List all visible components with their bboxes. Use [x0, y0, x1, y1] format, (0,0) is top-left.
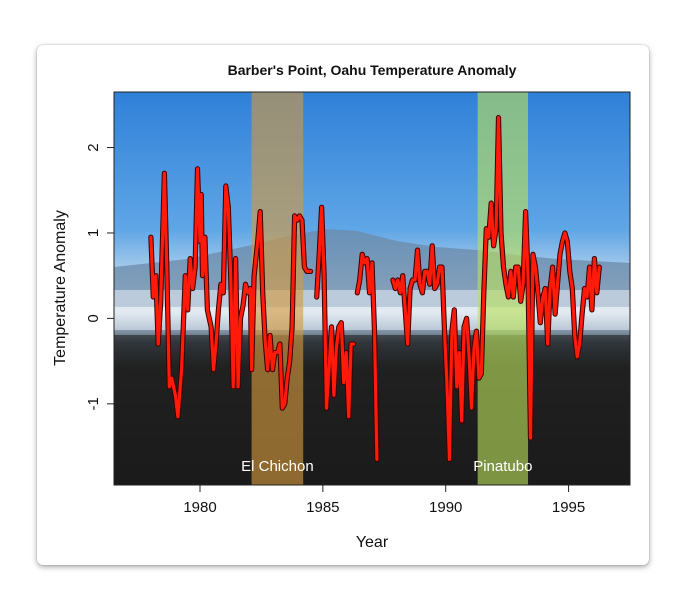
event-label-1: Pinatubo: [473, 458, 532, 475]
series-line-0-3: [391, 115, 601, 461]
x-tick-label-2: 1990: [429, 499, 462, 516]
series-line-0-2: [355, 252, 379, 461]
x-tick-label-3: 1995: [552, 499, 585, 516]
series-line-0-0: [149, 167, 313, 419]
y-axis: -1 0 1 2: [85, 143, 114, 411]
event-labels: El Chichon Pinatubo: [241, 458, 532, 475]
x-axis-label: Year: [356, 534, 389, 551]
y-axis-label: Temperature Anomaly: [52, 210, 69, 366]
y-tick-label-0: -1: [85, 397, 102, 410]
series-line-0-1: [315, 205, 356, 419]
y-tick-label-2: 1: [85, 229, 102, 237]
plot-frame: [113, 91, 631, 486]
lava-field: [114, 335, 630, 485]
y-tick-label-1: 0: [85, 314, 102, 322]
y-tick-label-3: 2: [85, 143, 102, 151]
x-tick-label-0: 1980: [183, 499, 216, 516]
chart-title: Barber's Point, Oahu Temperature Anomaly: [228, 62, 517, 78]
chart-svg: El Chichon Pinatubo 1980 1985 1990 1995 -1 0 1…: [52, 62, 631, 551]
x-tick-label-1: 1985: [306, 499, 339, 516]
temperature-series: [148, 114, 602, 462]
chart-card: El Chichon Pinatubo 1980 1985 1990 1995 -1 0 1…: [37, 45, 649, 565]
x-axis: 1980 1985 1990 1995: [183, 485, 585, 516]
event-label-0: El Chichon: [241, 458, 314, 475]
